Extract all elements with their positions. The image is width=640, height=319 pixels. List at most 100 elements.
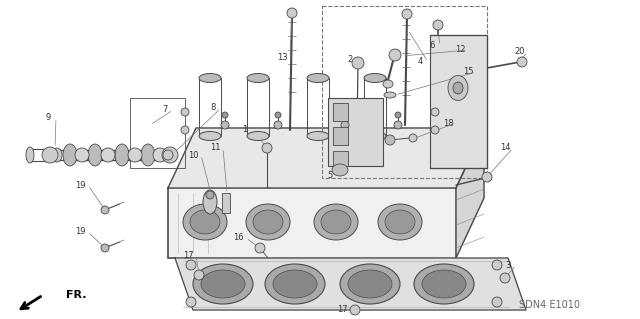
Circle shape	[341, 121, 349, 129]
Polygon shape	[175, 258, 526, 310]
Ellipse shape	[383, 80, 393, 88]
Circle shape	[186, 297, 196, 307]
Text: 6: 6	[429, 41, 435, 50]
Bar	[168, 188, 456, 258]
Text: 17: 17	[182, 250, 193, 259]
Text: 7: 7	[163, 106, 168, 115]
Ellipse shape	[378, 204, 422, 240]
Text: SDN4 E1010: SDN4 E1010	[519, 300, 580, 310]
Bar	[322, 6, 487, 178]
Text: 5: 5	[328, 170, 333, 180]
Circle shape	[101, 244, 109, 252]
Ellipse shape	[88, 144, 102, 166]
Text: 10: 10	[188, 151, 198, 160]
Ellipse shape	[201, 270, 245, 298]
Text: 14: 14	[500, 144, 510, 152]
Circle shape	[42, 147, 58, 163]
Text: 19: 19	[75, 181, 85, 189]
Ellipse shape	[26, 147, 34, 163]
Circle shape	[75, 148, 89, 162]
Circle shape	[431, 108, 439, 116]
Ellipse shape	[246, 204, 290, 240]
Text: 20: 20	[515, 48, 525, 56]
Ellipse shape	[247, 73, 269, 83]
Ellipse shape	[273, 270, 317, 298]
Text: 18: 18	[443, 118, 453, 128]
Polygon shape	[456, 128, 484, 258]
Ellipse shape	[453, 82, 463, 94]
Circle shape	[492, 260, 502, 270]
Text: 15: 15	[463, 68, 473, 77]
Circle shape	[389, 49, 401, 61]
Ellipse shape	[414, 264, 474, 304]
Circle shape	[492, 297, 502, 307]
Circle shape	[395, 112, 401, 118]
Ellipse shape	[364, 73, 386, 83]
Ellipse shape	[203, 190, 217, 214]
Ellipse shape	[385, 210, 415, 234]
Ellipse shape	[247, 131, 269, 140]
Circle shape	[394, 121, 402, 129]
Circle shape	[262, 143, 272, 153]
Text: 8: 8	[211, 103, 216, 113]
Text: 17: 17	[337, 306, 348, 315]
Text: 3: 3	[506, 261, 511, 270]
Circle shape	[255, 243, 265, 253]
Bar	[333, 103, 348, 121]
Circle shape	[433, 20, 443, 30]
Bar	[222, 193, 230, 213]
Text: 1: 1	[243, 125, 248, 135]
Ellipse shape	[422, 270, 466, 298]
Circle shape	[482, 172, 492, 182]
Circle shape	[101, 148, 115, 162]
Ellipse shape	[52, 148, 62, 162]
Ellipse shape	[307, 131, 329, 140]
Circle shape	[287, 8, 297, 18]
Bar	[130, 98, 185, 168]
Circle shape	[222, 112, 228, 118]
Ellipse shape	[199, 131, 221, 140]
Bar	[333, 151, 348, 166]
Circle shape	[431, 126, 439, 134]
Text: 4: 4	[417, 57, 422, 66]
Circle shape	[194, 270, 204, 280]
Circle shape	[101, 206, 109, 214]
Text: 19: 19	[75, 227, 85, 236]
Circle shape	[275, 112, 281, 118]
Ellipse shape	[193, 264, 253, 304]
Bar	[430, 35, 487, 168]
Ellipse shape	[199, 73, 221, 83]
Text: 12: 12	[455, 46, 465, 55]
Ellipse shape	[307, 73, 329, 83]
Ellipse shape	[321, 210, 351, 234]
Circle shape	[221, 121, 229, 129]
Ellipse shape	[364, 131, 386, 140]
Circle shape	[409, 134, 417, 142]
Ellipse shape	[183, 204, 227, 240]
Circle shape	[206, 191, 214, 199]
Circle shape	[163, 150, 173, 160]
Ellipse shape	[253, 210, 283, 234]
Ellipse shape	[63, 144, 77, 166]
Bar	[333, 127, 348, 145]
Text: FR.: FR.	[66, 290, 86, 300]
Ellipse shape	[141, 144, 155, 166]
Circle shape	[128, 148, 142, 162]
Circle shape	[181, 126, 189, 134]
Circle shape	[402, 9, 412, 19]
Circle shape	[274, 121, 282, 129]
Polygon shape	[168, 128, 484, 188]
Circle shape	[350, 305, 360, 315]
Circle shape	[186, 260, 196, 270]
Circle shape	[153, 148, 167, 162]
Circle shape	[385, 135, 395, 145]
Ellipse shape	[384, 92, 396, 98]
Bar	[328, 98, 383, 166]
Ellipse shape	[265, 264, 325, 304]
Text: 11: 11	[210, 144, 220, 152]
Ellipse shape	[190, 210, 220, 234]
Circle shape	[500, 273, 510, 283]
Circle shape	[162, 147, 178, 163]
Circle shape	[517, 57, 527, 67]
Text: 9: 9	[45, 114, 51, 122]
